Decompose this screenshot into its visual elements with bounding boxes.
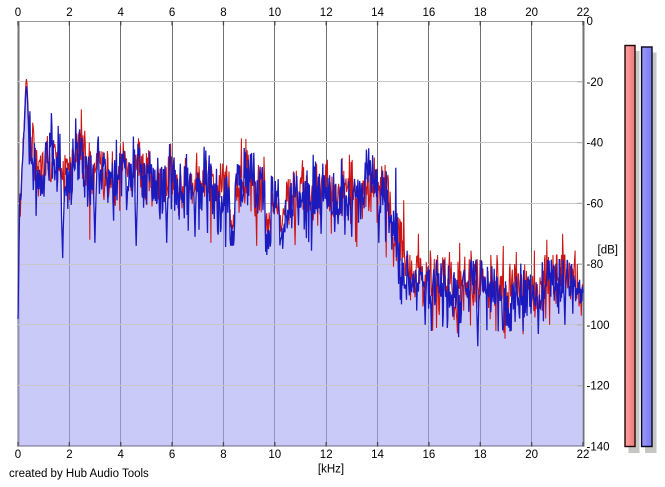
svg-text:12: 12 — [320, 449, 333, 461]
svg-text:-100: -100 — [587, 320, 610, 332]
svg-text:4: 4 — [117, 7, 124, 19]
svg-text:-60: -60 — [587, 198, 604, 210]
svg-text:6: 6 — [169, 7, 175, 19]
svg-text:-40: -40 — [587, 138, 604, 150]
svg-text:10: 10 — [268, 7, 281, 19]
svg-text:-120: -120 — [587, 381, 610, 393]
svg-text:22: 22 — [577, 7, 590, 19]
svg-text:10: 10 — [268, 449, 281, 461]
svg-text:18: 18 — [474, 449, 487, 461]
svg-text:6: 6 — [169, 449, 175, 461]
svg-text:8: 8 — [220, 449, 226, 461]
svg-text:0: 0 — [15, 7, 21, 19]
svg-text:12: 12 — [320, 7, 333, 19]
svg-text:created by Hub Audio Tools: created by Hub Audio Tools — [9, 468, 149, 480]
svg-text:[kHz]: [kHz] — [318, 464, 344, 476]
svg-text:22: 22 — [577, 449, 590, 461]
svg-text:2: 2 — [66, 7, 72, 19]
svg-text:16: 16 — [423, 7, 436, 19]
svg-text:4: 4 — [117, 449, 124, 461]
svg-text:16: 16 — [423, 449, 436, 461]
svg-text:-20: -20 — [587, 77, 604, 89]
svg-text:18: 18 — [474, 7, 487, 19]
svg-text:-140: -140 — [587, 442, 610, 454]
svg-text:20: 20 — [525, 449, 538, 461]
svg-text:0: 0 — [15, 449, 21, 461]
svg-text:8: 8 — [220, 7, 226, 19]
svg-text:[dB]: [dB] — [598, 245, 618, 257]
svg-text:-80: -80 — [587, 259, 604, 271]
svg-text:2: 2 — [66, 449, 72, 461]
svg-text:0: 0 — [587, 16, 593, 28]
svg-text:14: 14 — [371, 7, 384, 19]
svg-text:14: 14 — [371, 449, 384, 461]
svg-text:20: 20 — [525, 7, 538, 19]
